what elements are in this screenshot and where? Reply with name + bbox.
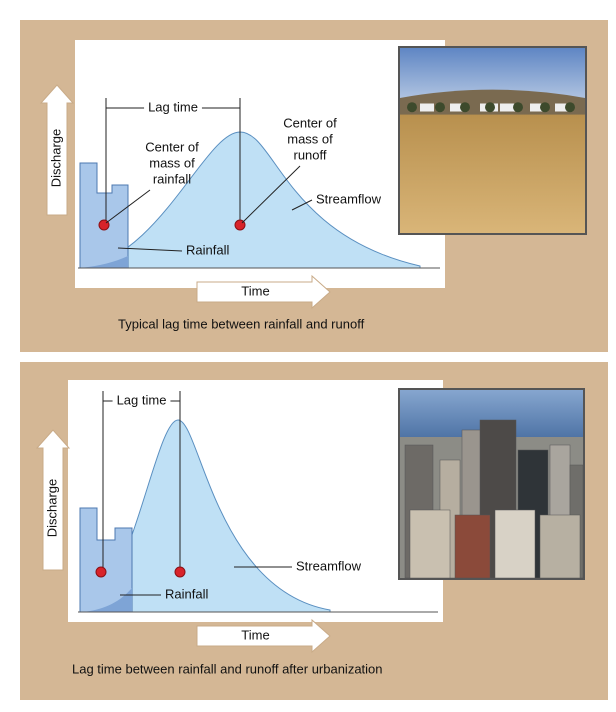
- tree: [485, 102, 495, 113]
- streamflow-label: Streamflow: [296, 558, 362, 573]
- y-axis-label: Discharge: [44, 479, 59, 538]
- tree: [435, 102, 445, 113]
- pointer: [105, 189, 151, 224]
- y-axis-label: Discharge: [48, 129, 63, 188]
- building: [494, 509, 536, 579]
- pointer: [241, 165, 301, 224]
- field: [400, 114, 585, 233]
- center-of-mass: [174, 566, 186, 578]
- center-rainfall-label: rainfall: [153, 171, 191, 186]
- overlap: [80, 588, 132, 612]
- house: [450, 103, 466, 112]
- center-rainfall-label: Center of: [145, 139, 199, 154]
- lag-time-label: Lag time: [117, 392, 167, 407]
- caption: Lag time between rainfall and runoff aft…: [72, 661, 383, 676]
- center-runoff-label: Center of: [283, 115, 337, 130]
- center-runoff-label: mass of: [287, 131, 333, 146]
- tree: [460, 102, 470, 113]
- rainfall-bars: [79, 507, 133, 613]
- x-arrow: [196, 618, 331, 654]
- center-of-mass: [95, 566, 107, 578]
- rainfall-bars: [79, 162, 129, 269]
- lag-time-label: Lag time: [148, 99, 198, 114]
- y-arrow: [39, 84, 75, 216]
- pointer: [117, 247, 183, 252]
- rainfall-label: Rainfall: [165, 586, 208, 601]
- house: [555, 103, 568, 112]
- tree: [513, 102, 523, 113]
- label-bg: [144, 99, 202, 115]
- y-arrow: [35, 429, 71, 571]
- rainfall-label: Rainfall: [186, 242, 229, 257]
- photo: [398, 46, 587, 235]
- streamflow-label: Streamflow: [316, 191, 382, 206]
- overlap: [80, 256, 128, 268]
- x-axis-label: Time: [241, 627, 269, 642]
- center-runoff-label: runoff: [293, 147, 326, 162]
- center-rainfall-label: mass of: [149, 155, 195, 170]
- photo: [398, 388, 585, 580]
- tree: [540, 102, 550, 113]
- tree: [407, 102, 417, 113]
- building: [409, 509, 451, 579]
- x-arrow: [196, 274, 331, 310]
- caption: Typical lag time between rainfall and ru…: [118, 316, 365, 331]
- house: [420, 103, 434, 112]
- house: [530, 103, 544, 112]
- building: [454, 514, 491, 579]
- house: [500, 103, 515, 112]
- streamflow-curve: [79, 131, 421, 269]
- panel: Lag time Streamflow Rainfall Discharge Time L…: [20, 362, 608, 700]
- tree: [565, 102, 575, 113]
- pointer: [291, 199, 313, 211]
- label-bg: [112, 392, 171, 408]
- x-axis-label: Time: [241, 283, 269, 298]
- building: [539, 514, 581, 579]
